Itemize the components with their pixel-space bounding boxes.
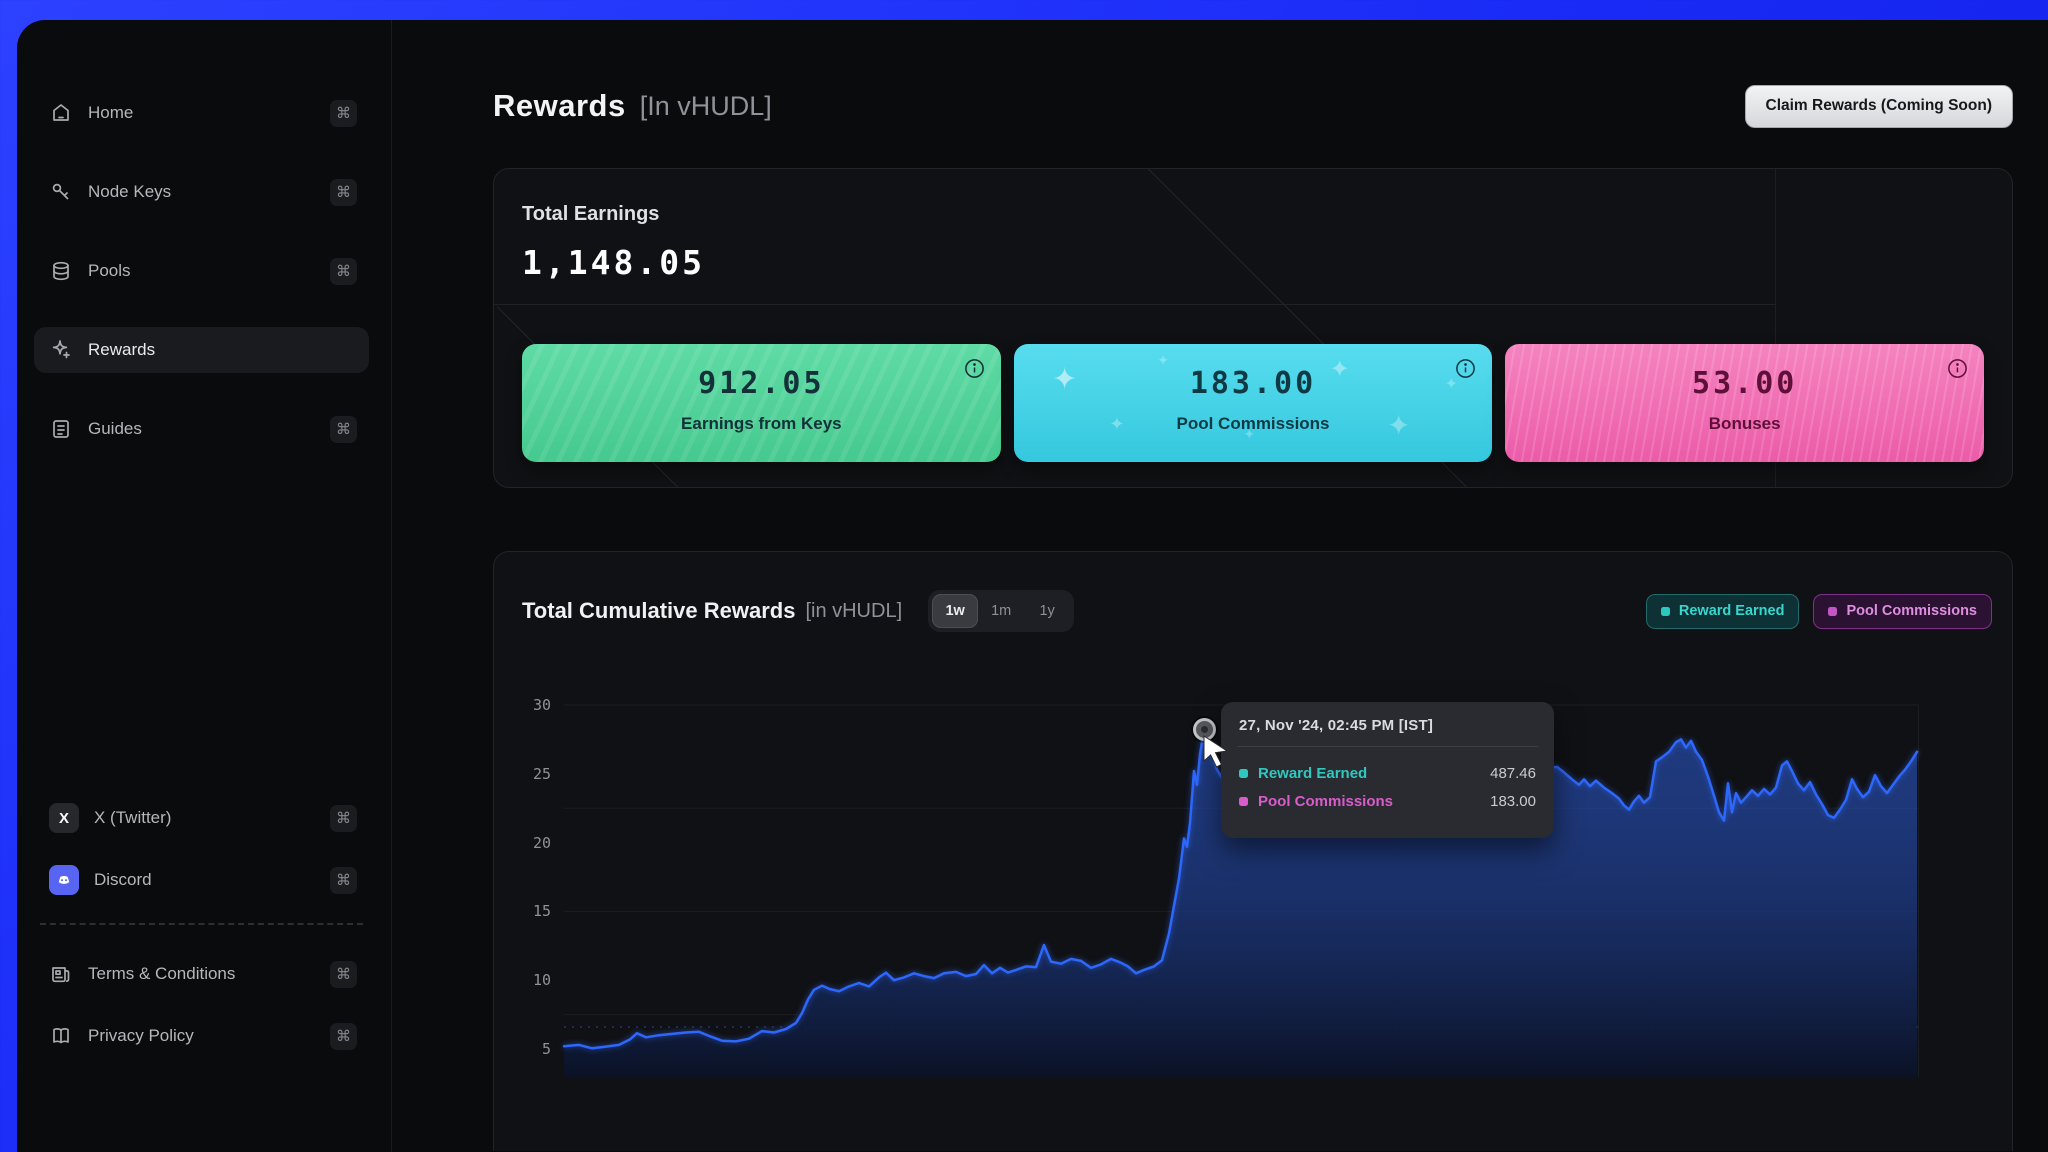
discord-logo-icon — [49, 865, 79, 895]
sidebar-item-label: Terms & Conditions — [88, 964, 236, 983]
open-book-icon — [49, 1024, 73, 1048]
sidebar-item-label: Home — [88, 103, 134, 122]
tooltip-series-label: Reward Earned — [1258, 764, 1368, 782]
sidebar-item-label: Pools — [88, 261, 131, 280]
sidebar-item-node-keys[interactable]: Node Keys ⌘ — [34, 169, 369, 215]
decorative-vertical-line — [1775, 169, 1776, 487]
sidebar-item-label: Discord — [94, 870, 152, 889]
total-earnings-card: Total Earnings 1,148.05 912.05 Earnings … — [493, 168, 2013, 488]
card-divider — [494, 304, 1775, 305]
book-icon — [49, 417, 73, 441]
x-logo-icon: X — [49, 803, 79, 833]
sidebar-item-label: Privacy Policy — [88, 1026, 194, 1045]
y-axis-tick: 25 — [532, 765, 551, 783]
y-axis-tick: 20 — [532, 834, 551, 852]
legend-dot — [1828, 606, 1838, 616]
bonuses-card[interactable]: 53.00 Bonuses — [1505, 344, 1985, 462]
shortcut-badge: ⌘ — [330, 178, 357, 206]
legend-pool-commissions[interactable]: Pool Commissions — [1813, 593, 1992, 629]
cumulative-rewards-card: Total Cumulative Rewards [in vHUDL] 1w 1… — [493, 551, 2013, 1151]
time-range-toggle: 1w 1m 1y — [928, 590, 1075, 632]
total-earnings-title: Total Earnings — [522, 203, 660, 225]
tooltip-divider — [1237, 746, 1538, 747]
sidebar-nav: Home ⌘ Node Keys ⌘ Pools ⌘ — [17, 90, 391, 452]
stat-value: 53.00 — [1692, 366, 1798, 401]
dashes-texture — [1505, 344, 1985, 462]
shortcut-badge: ⌘ — [330, 257, 357, 285]
stat-label: Earnings from Keys — [681, 414, 842, 433]
y-axis-tick: 30 — [532, 696, 551, 714]
page-title: Rewards — [493, 88, 626, 123]
sidebar-item-label: Guides — [88, 419, 142, 438]
shortcut-badge: ⌘ — [330, 99, 357, 127]
sidebar-item-x-twitter[interactable]: X X (Twitter) ⌘ — [34, 795, 369, 841]
sidebar-divider — [40, 923, 363, 925]
tooltip-series-dot — [1239, 768, 1248, 778]
sparkles-icon — [49, 338, 73, 362]
shortcut-badge: ⌘ — [330, 1022, 357, 1050]
chart-subtitle: [in vHUDL] — [805, 599, 903, 622]
sidebar: Home ⌘ Node Keys ⌘ Pools ⌘ — [17, 20, 392, 1152]
chart-tooltip: 27, Nov '24, 02:45 PM [IST] Reward Earne… — [1221, 702, 1554, 838]
sidebar-item-discord[interactable]: Discord ⌘ — [34, 857, 369, 903]
earnings-breakdown-row: 912.05 Earnings from Keys ✦ ✦ ✦ ✦ ✦ ✦ ✦ … — [522, 344, 1985, 462]
stat-value: 912.05 — [698, 366, 825, 401]
legend-dot — [1660, 606, 1670, 616]
shortcut-badge: ⌘ — [330, 804, 357, 832]
newspaper-icon — [49, 962, 73, 986]
chart-title: Total Cumulative Rewards — [522, 598, 796, 623]
earnings-from-keys-card[interactable]: 912.05 Earnings from Keys — [522, 344, 1001, 462]
range-button-1w[interactable]: 1w — [932, 594, 979, 628]
main-content: Rewards [In vHUDL] Claim Rewards (Coming… — [393, 20, 2048, 1152]
sidebar-item-rewards[interactable]: Rewards ⌘ — [34, 327, 369, 373]
key-icon — [49, 180, 73, 204]
mouse-cursor-icon — [1203, 735, 1229, 768]
chart-legend: Reward Earned Pool Commissions — [1645, 593, 1992, 629]
app-window: Home ⌘ Node Keys ⌘ Pools ⌘ — [17, 20, 2048, 1152]
tooltip-series-value: 487.46 — [1490, 764, 1536, 782]
sidebar-item-label: Node Keys — [88, 182, 172, 201]
stat-label: Bonuses — [1708, 414, 1781, 433]
stripes-texture — [522, 344, 1001, 462]
stat-value: 183.00 — [1189, 366, 1317, 401]
claim-rewards-button[interactable]: Claim Rewards (Coming Soon) — [1744, 84, 2013, 128]
tooltip-series-label: Pool Commissions — [1258, 792, 1394, 810]
range-button-1m[interactable]: 1m — [991, 603, 1012, 619]
y-axis-tick: 15 — [532, 902, 551, 920]
chart-header: Total Cumulative Rewards [in vHUDL] 1w 1… — [522, 590, 1992, 632]
legend-label: Reward Earned — [1678, 603, 1785, 619]
page-header: Rewards [In vHUDL] Claim Rewards (Coming… — [493, 82, 2013, 130]
legend-label: Pool Commissions — [1846, 603, 1977, 619]
pool-commissions-card[interactable]: ✦ ✦ ✦ ✦ ✦ ✦ ✦ 183.00 Pool Commissions — [1013, 344, 1493, 462]
y-axis-tick: 10 — [532, 971, 551, 989]
sidebar-item-label: Rewards — [88, 340, 156, 359]
database-icon — [49, 259, 73, 283]
page-subtitle: [In vHUDL] — [639, 90, 772, 121]
sidebar-item-label: X (Twitter) — [94, 808, 172, 827]
sidebar-item-terms[interactable]: Terms & Conditions ⌘ — [34, 951, 369, 997]
shortcut-badge: ⌘ — [330, 415, 357, 443]
info-icon[interactable] — [963, 357, 986, 380]
shortcut-badge: ⌘ — [330, 960, 357, 988]
y-axis-tick: 5 — [541, 1040, 551, 1058]
total-earnings-value: 1,148.05 — [522, 243, 705, 282]
home-icon — [49, 101, 73, 125]
stat-label: Pool Commissions — [1176, 414, 1330, 433]
tooltip-series-value: 183.00 — [1490, 792, 1536, 810]
sidebar-item-privacy[interactable]: Privacy Policy ⌘ — [34, 1013, 369, 1059]
sidebar-item-guides[interactable]: Guides ⌘ — [34, 406, 369, 452]
info-icon[interactable] — [1454, 357, 1477, 380]
sidebar-item-home[interactable]: Home ⌘ — [34, 90, 369, 136]
tooltip-row-pool-commissions: Pool Commissions 183.00 — [1239, 787, 1536, 815]
shortcut-badge: ⌘ — [330, 866, 357, 894]
sidebar-footer: X X (Twitter) ⌘ Discord ⌘ Terms & Condit… — [34, 795, 369, 1075]
sidebar-item-pools[interactable]: Pools ⌘ — [34, 248, 369, 294]
tooltip-row-reward-earned: Reward Earned 487.46 — [1239, 759, 1536, 787]
tooltip-date: 27, Nov '24, 02:45 PM [IST] — [1239, 717, 1434, 734]
info-icon[interactable] — [1946, 357, 1969, 380]
legend-reward-earned[interactable]: Reward Earned — [1645, 593, 1800, 629]
range-button-1y[interactable]: 1y — [1039, 603, 1055, 619]
tooltip-series-dot — [1239, 796, 1248, 806]
